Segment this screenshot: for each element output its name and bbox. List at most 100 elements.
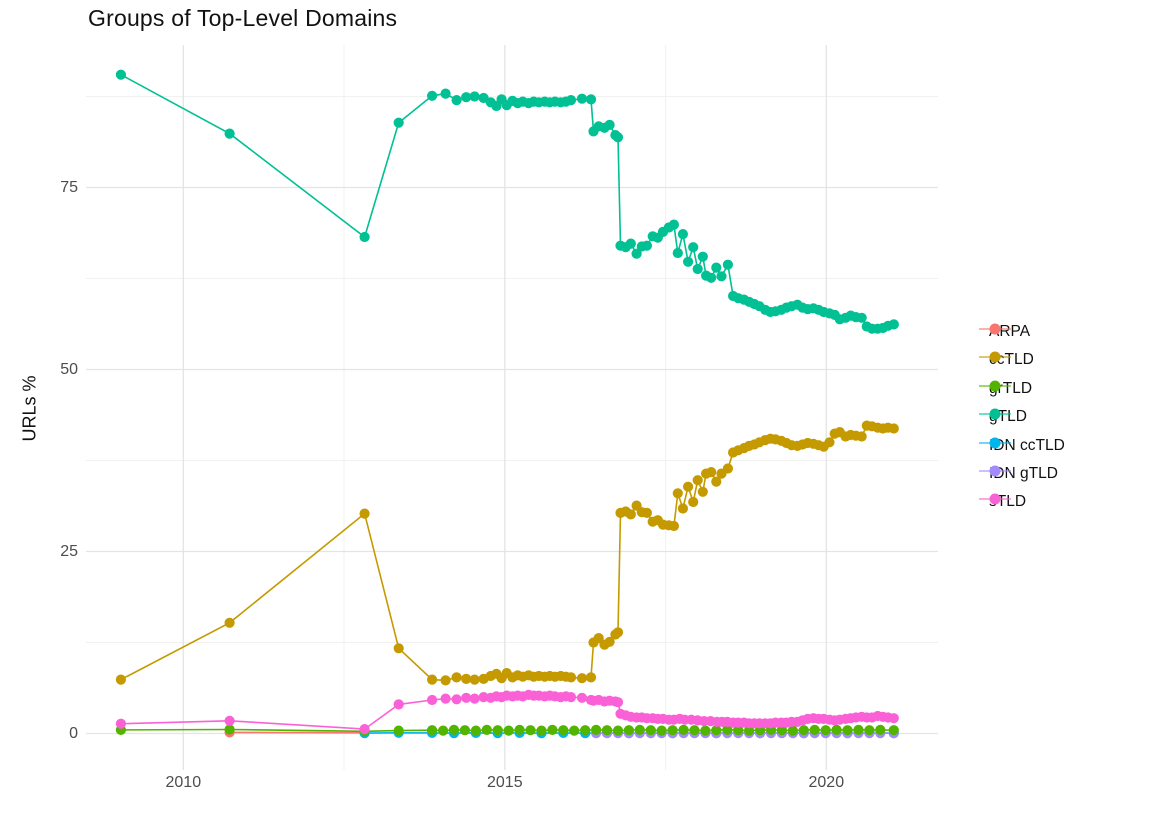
legend-key-icon bbox=[979, 465, 1011, 477]
data-point-sTLD bbox=[224, 715, 235, 726]
data-point-sTLD bbox=[427, 694, 438, 706]
data-point-gTLD bbox=[585, 94, 597, 105]
data-point-sTLD bbox=[576, 692, 588, 703]
data-point-ccTLD bbox=[856, 431, 867, 442]
data-point-grTLD bbox=[667, 725, 678, 736]
data-point-ccTLD bbox=[668, 520, 680, 532]
data-point-gTLD bbox=[716, 271, 727, 282]
data-point-gTLD bbox=[688, 242, 699, 253]
data-point-gTLD bbox=[461, 92, 472, 103]
data-point-ccTLD bbox=[677, 503, 689, 514]
data-point-ccTLD bbox=[593, 633, 604, 644]
data-point-grTLD bbox=[733, 725, 744, 736]
data-point-gTLD bbox=[631, 248, 642, 259]
data-point-grTLD bbox=[689, 725, 700, 736]
legend-item-sTLD: sTLD bbox=[978, 491, 1026, 513]
data-point-gTLD bbox=[668, 219, 680, 230]
data-point-grTLD bbox=[569, 725, 580, 736]
data-point-gTLD bbox=[677, 229, 689, 240]
data-point-gTLD bbox=[604, 119, 615, 130]
data-point-gTLD bbox=[641, 240, 653, 251]
data-point-grTLD bbox=[831, 724, 842, 736]
data-point-grTLD bbox=[678, 724, 689, 736]
x-tick-label-2010: 2010 bbox=[165, 774, 202, 791]
data-point-gTLD bbox=[672, 247, 683, 259]
data-point-grTLD bbox=[438, 725, 449, 736]
data-point-ccTLD bbox=[824, 437, 835, 448]
data-point-gTLD bbox=[692, 263, 703, 275]
data-point-gTLD bbox=[440, 88, 451, 99]
data-point-grTLD bbox=[656, 725, 667, 736]
data-point-grTLD bbox=[842, 725, 853, 736]
series-line-gTLD bbox=[120, 73, 894, 330]
legend-item-ccTLD: ccTLD bbox=[978, 349, 1034, 371]
data-point-grTLD bbox=[514, 724, 525, 736]
data-point-ccTLD bbox=[576, 673, 588, 684]
data-point-gTLD bbox=[393, 117, 404, 128]
chart-title: Groups of Top-Level Domains bbox=[88, 5, 398, 31]
data-point-grTLD bbox=[393, 725, 404, 736]
data-point-grTLD bbox=[492, 725, 503, 736]
legend-key-icon bbox=[979, 437, 1011, 449]
data-point-grTLD bbox=[798, 725, 809, 736]
data-point-grTLD bbox=[427, 725, 438, 736]
data-point-grTLD bbox=[787, 725, 799, 736]
x-tick-label-2015: 2015 bbox=[487, 774, 523, 791]
legend-key-icon bbox=[979, 380, 1011, 392]
legend-key-icon bbox=[979, 323, 1011, 335]
data-point-ccTLD bbox=[224, 617, 235, 628]
data-point-grTLD bbox=[224, 724, 235, 735]
data-point-gTLD bbox=[697, 251, 708, 262]
data-point-gTLD bbox=[576, 93, 588, 104]
data-point-ccTLD bbox=[115, 674, 126, 685]
legend-item-gTLD: gTLD bbox=[978, 406, 1027, 428]
data-point-gTLD bbox=[612, 132, 624, 143]
data-point-ccTLD bbox=[565, 672, 577, 683]
y-tick-label-50: 50 bbox=[60, 360, 78, 378]
data-point-gTLD bbox=[683, 256, 694, 267]
data-point-ccTLD bbox=[697, 486, 708, 497]
data-point-ccTLD bbox=[672, 488, 683, 499]
data-point-ccTLD bbox=[359, 508, 370, 519]
data-point-gTLD bbox=[469, 91, 480, 102]
legend-key-icon bbox=[979, 408, 1011, 420]
data-point-grTLD bbox=[547, 724, 558, 736]
y-tick-label-25: 25 bbox=[60, 542, 78, 560]
legend-label: IDN gTLD bbox=[989, 465, 1058, 482]
data-point-gTLD bbox=[359, 231, 370, 243]
data-point-sTLD bbox=[461, 692, 472, 703]
data-point-ccTLD bbox=[706, 467, 717, 478]
data-point-ccTLD bbox=[722, 463, 734, 474]
data-point-grTLD bbox=[481, 724, 492, 736]
data-point-gTLD bbox=[115, 69, 126, 80]
data-point-gTLD bbox=[888, 319, 899, 330]
data-point-grTLD bbox=[820, 725, 831, 736]
data-point-ccTLD bbox=[461, 673, 472, 685]
data-point-sTLD bbox=[440, 693, 451, 704]
data-point-sTLD bbox=[115, 718, 126, 729]
data-point-sTLD bbox=[393, 699, 404, 710]
legend-key-icon bbox=[979, 493, 1011, 505]
data-point-grTLD bbox=[776, 725, 788, 736]
data-point-ccTLD bbox=[427, 674, 438, 685]
data-point-sTLD bbox=[359, 724, 370, 735]
data-point-gTLD bbox=[711, 262, 722, 273]
data-point-ccTLD bbox=[688, 496, 699, 508]
data-point-ccTLD bbox=[641, 507, 653, 518]
legend-key-icon bbox=[979, 351, 1011, 363]
data-point-grTLD bbox=[744, 725, 755, 736]
data-point-grTLD bbox=[853, 724, 864, 736]
data-point-ccTLD bbox=[451, 672, 462, 683]
x-tick-label-2020: 2020 bbox=[808, 774, 845, 791]
legend-item-grTLD: grTLD bbox=[978, 378, 1032, 400]
data-point-sTLD bbox=[612, 697, 624, 708]
data-point-grTLD bbox=[888, 725, 899, 736]
data-point-ccTLD bbox=[585, 672, 597, 683]
data-point-sTLD bbox=[565, 692, 577, 703]
data-point-ccTLD bbox=[625, 509, 636, 520]
data-point-grTLD bbox=[459, 725, 470, 736]
data-point-sTLD bbox=[469, 693, 480, 704]
data-point-grTLD bbox=[591, 724, 602, 736]
y-tick-label-0: 0 bbox=[69, 724, 78, 742]
